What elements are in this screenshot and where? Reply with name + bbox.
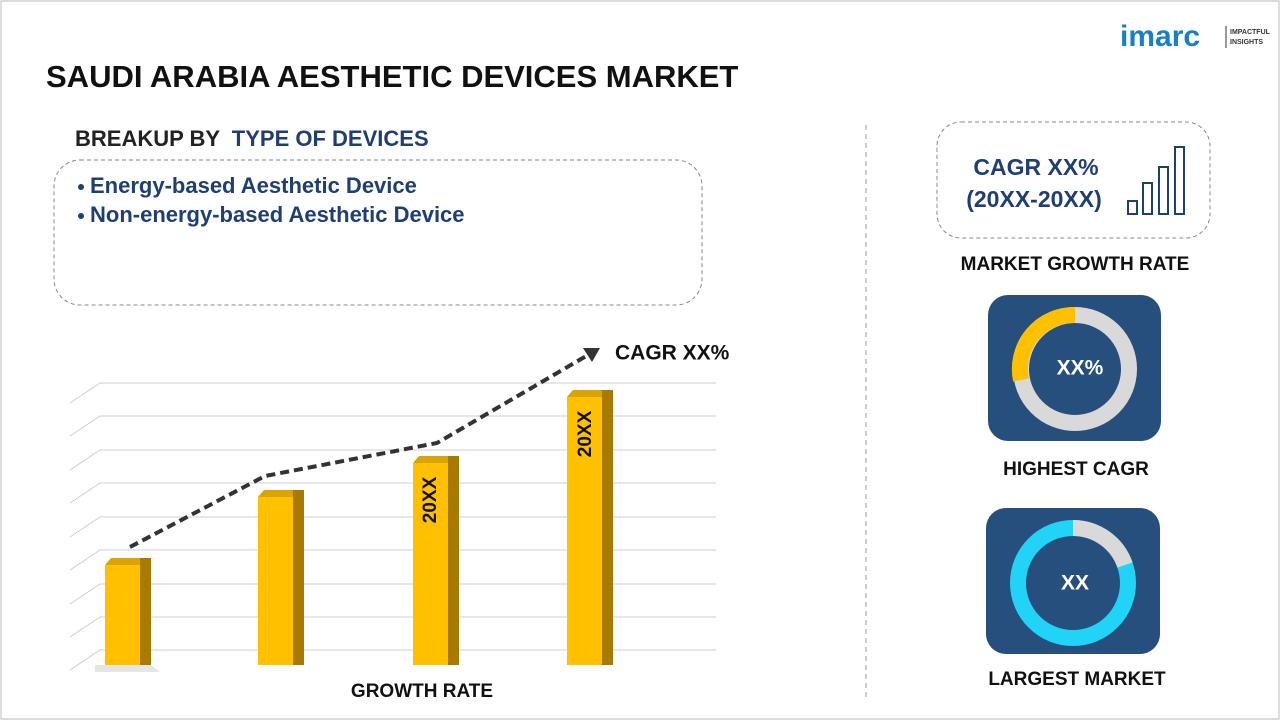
cagr-line: CAGR XX% bbox=[973, 154, 1098, 180]
heading-prefix: BREAKUP BY bbox=[75, 126, 220, 151]
brand-tagline: IMPACTFUL bbox=[1230, 29, 1271, 36]
card-value: XX bbox=[1061, 572, 1089, 595]
breakup-item: Energy-based Aesthetic Device bbox=[90, 173, 417, 198]
bullet bbox=[78, 213, 84, 219]
breakup-item: Non-energy-based Aesthetic Device bbox=[90, 202, 465, 227]
card-value: XX% bbox=[1057, 357, 1104, 380]
cagr-label: CAGR XX% bbox=[615, 342, 730, 365]
bar-label: 20XX bbox=[420, 476, 441, 523]
title: SAUDI ARABIA AESTHETIC DEVICES MARKET bbox=[46, 59, 738, 94]
bullet bbox=[78, 184, 84, 190]
section-label: LARGEST MARKET bbox=[988, 669, 1166, 690]
heading-highlight: TYPE OF DEVICES bbox=[232, 126, 429, 151]
trend-arrow bbox=[129, 353, 590, 549]
bars bbox=[95, 390, 613, 672]
floor-grid bbox=[69, 382, 716, 671]
cagr-box bbox=[936, 121, 1211, 239]
arrow-head bbox=[583, 348, 600, 362]
donut-arc bbox=[1072, 520, 1133, 568]
breakup-heading: BREAKUP BY TYPE OF DEVICES bbox=[75, 126, 429, 151]
section-label: HIGHEST CAGR bbox=[1003, 459, 1149, 480]
donut-arc bbox=[1011, 306, 1076, 382]
bar-label: 20XX bbox=[575, 410, 596, 457]
brand-tagline: INSIGHTS bbox=[1230, 39, 1263, 46]
breakup-box bbox=[53, 159, 703, 306]
section-label: MARKET GROWTH RATE bbox=[961, 254, 1190, 275]
growth-icon bbox=[1127, 146, 1185, 215]
cagr-line: (20XX-20XX) bbox=[966, 186, 1102, 212]
axis-label: GROWTH RATE bbox=[351, 681, 493, 702]
brand-name: imarc bbox=[1120, 20, 1200, 53]
